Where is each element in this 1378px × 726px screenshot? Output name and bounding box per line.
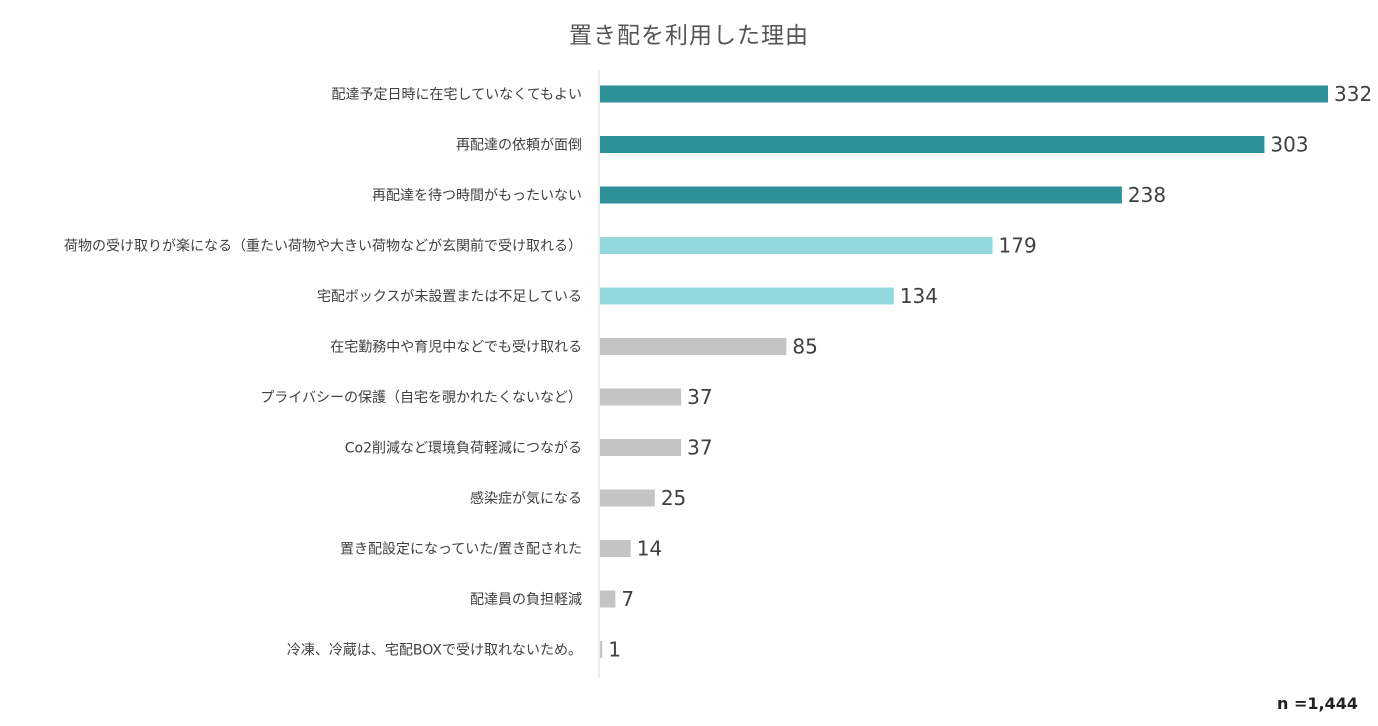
value-label: 134 [900, 284, 938, 308]
category-label: 宅配ボックスが未設置または不足している [317, 289, 582, 305]
category-label: 冷凍、冷蔵は、宅配BOXで受け取れないため。 [287, 643, 582, 659]
bar [600, 590, 616, 608]
bar [600, 186, 1122, 204]
category-label: 配達員の負担軽減 [470, 591, 582, 608]
bar [600, 489, 655, 507]
bars-layer: 配達予定日時に在宅していなくてもよい 332 再配達の依頼が面倒 303 再配達を待つ時… [64, 82, 1372, 662]
category-label: 置き配設定になっていた/置き配された [340, 542, 582, 558]
bar [600, 237, 993, 254]
bar [600, 136, 1265, 153]
category-label: プライバシーの保護（自宅を覗かれたくないなど） [260, 390, 582, 406]
value-label: 332 [1334, 82, 1372, 106]
value-label: 25 [661, 486, 686, 510]
bar [600, 85, 1328, 103]
sample-size-note: n =1,444 [1277, 694, 1358, 713]
value-label: 85 [792, 335, 817, 359]
chart-title: 置き配を利用した理由 [569, 23, 809, 49]
bar [600, 540, 631, 557]
value-label: 37 [687, 385, 712, 409]
value-label: 238 [1128, 183, 1166, 207]
bar [600, 439, 682, 456]
category-label: 配達予定日時に在宅していなくてもよい [332, 87, 582, 103]
value-label: 14 [637, 537, 662, 561]
value-label: 37 [687, 436, 712, 460]
value-label: 303 [1270, 133, 1308, 157]
category-label: 感染症が気になる [470, 490, 582, 507]
category-label: Co2削減など環境負荷軽減につながる [345, 440, 582, 457]
value-label: 7 [621, 587, 634, 611]
bar [600, 287, 894, 305]
category-label: 在宅勤務中や育児中などでも受け取れる [330, 340, 582, 356]
bar [600, 388, 682, 406]
value-label: 1 [608, 638, 621, 662]
category-label: 荷物の受け取りが楽になる（重たい荷物や大きい荷物などが玄関前で受け取れる） [64, 238, 582, 255]
bar [600, 338, 787, 355]
bar [600, 641, 603, 658]
category-label: 再配達の依頼が面倒 [456, 138, 582, 154]
category-label: 再配達を待つ時間がもったいない [372, 188, 582, 204]
value-label: 179 [999, 234, 1037, 258]
